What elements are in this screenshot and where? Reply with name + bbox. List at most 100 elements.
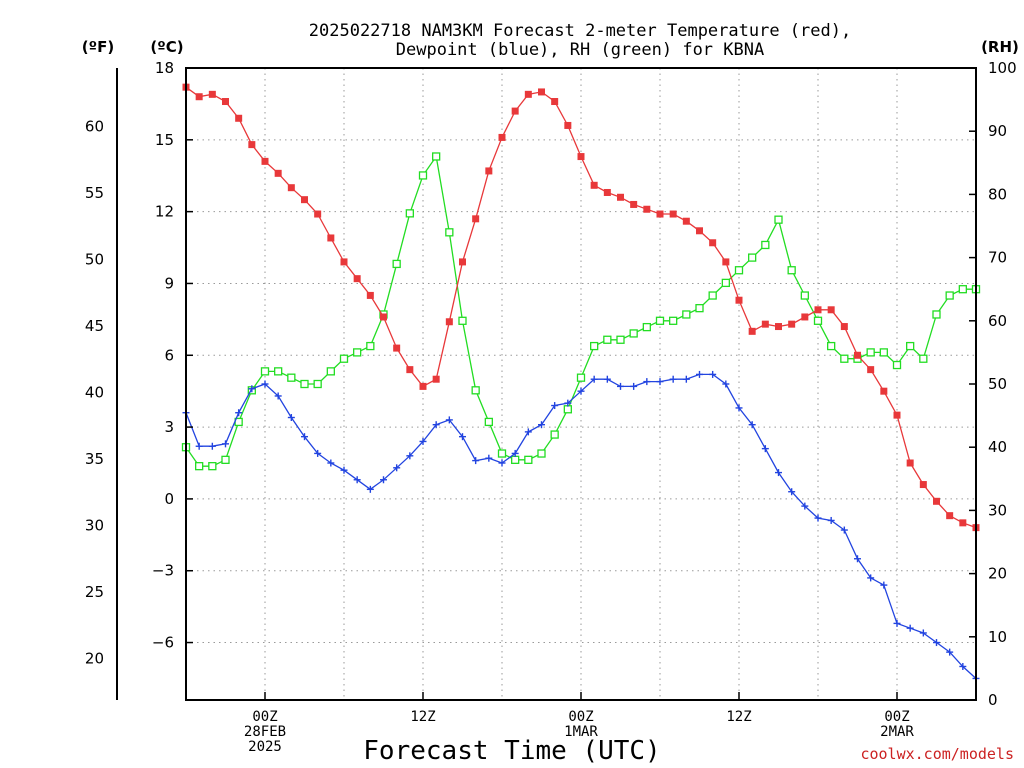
data-point <box>248 385 256 393</box>
data-point <box>919 354 928 363</box>
data-point <box>261 157 269 165</box>
data-point <box>563 405 572 414</box>
data-point <box>748 327 756 335</box>
celsius-tick-label: −6 <box>152 634 174 652</box>
data-point <box>235 114 243 122</box>
rh-tick-label: 100 <box>988 59 1017 77</box>
data-point <box>590 375 598 383</box>
data-point <box>775 469 782 477</box>
celsius-tick-label: 9 <box>164 274 174 292</box>
data-point <box>524 455 533 464</box>
data-point <box>458 316 467 325</box>
data-point <box>655 316 665 325</box>
data-point <box>867 574 875 582</box>
data-point <box>235 409 243 417</box>
data-point <box>287 414 295 422</box>
data-point <box>933 497 940 505</box>
data-point <box>787 266 796 275</box>
data-point <box>380 476 387 484</box>
data-point <box>617 193 624 201</box>
data-point <box>735 404 743 412</box>
data-point <box>643 378 651 386</box>
data-point <box>195 93 203 101</box>
data-point <box>603 375 611 383</box>
data-point <box>893 411 901 419</box>
fahrenheit-tick-label: 30 <box>85 517 104 535</box>
x-tick-label: 00Z <box>252 709 277 725</box>
data-point <box>906 459 914 467</box>
celsius-axis-unit-label: (ºC) <box>150 38 183 56</box>
data-point <box>564 399 572 407</box>
data-point <box>418 171 428 180</box>
data-point <box>590 181 598 189</box>
data-point <box>195 462 204 471</box>
data-point <box>551 98 559 106</box>
data-point <box>485 167 493 175</box>
data-point <box>405 209 414 218</box>
data-point <box>498 133 506 141</box>
data-point <box>406 366 414 374</box>
data-point <box>459 258 466 266</box>
data-point <box>800 291 809 300</box>
plot-frame <box>185 67 977 701</box>
data-point <box>511 449 519 457</box>
fahrenheit-tick-label: 45 <box>85 317 104 335</box>
data-point <box>893 619 901 627</box>
data-point <box>669 210 677 218</box>
data-point <box>892 360 902 370</box>
data-point <box>774 215 783 224</box>
data-point <box>432 152 441 161</box>
data-point <box>616 335 625 344</box>
data-point <box>419 437 427 445</box>
credit-label: coolwx.com/models <box>860 745 1014 763</box>
data-point <box>827 516 835 524</box>
data-point <box>353 476 361 484</box>
data-point <box>340 258 348 266</box>
rh-tick-label: 50 <box>988 375 1007 393</box>
data-point <box>590 341 599 351</box>
data-point <box>866 348 875 357</box>
rh-tick-label: 80 <box>988 185 1007 203</box>
data-point <box>643 205 651 213</box>
data-point <box>353 275 361 283</box>
data-point <box>958 285 967 294</box>
data-point <box>538 421 545 429</box>
x-tick-label: 2025 <box>248 739 282 755</box>
data-point <box>801 313 809 321</box>
data-point <box>788 488 796 496</box>
data-point <box>340 466 348 474</box>
data-point <box>445 228 454 237</box>
data-point <box>248 141 256 149</box>
data-point <box>498 459 506 467</box>
data-point <box>919 629 927 637</box>
rh-tick-label: 40 <box>988 438 1007 456</box>
celsius-tick-label: 18 <box>155 59 174 77</box>
data-point <box>906 341 915 351</box>
data-point <box>682 217 690 225</box>
data-point <box>313 379 322 389</box>
data-point <box>577 153 585 161</box>
data-point <box>946 512 954 520</box>
data-point <box>813 316 823 325</box>
data-point <box>537 449 546 458</box>
data-point <box>854 555 861 563</box>
data-point <box>260 367 270 376</box>
x-tick-label: 1MAR <box>564 724 598 740</box>
data-point <box>432 421 440 429</box>
data-point <box>840 526 848 534</box>
data-point <box>761 320 769 328</box>
x-axis-title: Forecast Time (UTC) <box>363 736 660 766</box>
data-point <box>472 457 480 465</box>
fahrenheit-tick-label: 50 <box>85 251 104 269</box>
data-point <box>933 639 940 647</box>
data-point <box>630 200 638 208</box>
data-point <box>208 90 216 98</box>
data-point <box>314 449 322 457</box>
data-point <box>287 373 296 382</box>
data-point <box>393 344 401 352</box>
rh-tick-label: 10 <box>988 628 1007 646</box>
data-point <box>603 188 611 196</box>
data-point <box>919 481 927 489</box>
data-point <box>550 430 559 439</box>
data-point <box>274 169 282 177</box>
